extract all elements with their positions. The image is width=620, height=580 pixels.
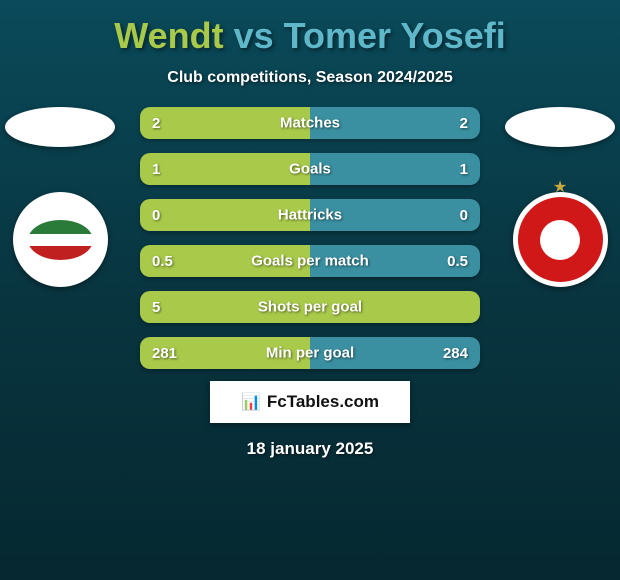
date-label: 18 january 2025	[247, 439, 374, 459]
stat-right-value: 284	[443, 345, 468, 362]
page-title: Wendt vs Tomer Yosefi	[114, 15, 505, 57]
stat-left-value: 2	[152, 115, 160, 132]
title-player2: Tomer Yosefi	[284, 15, 506, 56]
stat-label: Matches	[280, 115, 340, 132]
stat-right-value: 1	[460, 161, 468, 178]
stat-right-value: 0	[460, 207, 468, 224]
stat-label: Goals per match	[251, 253, 369, 270]
stat-bar-left: 1	[140, 153, 310, 185]
star-icon: ★	[553, 177, 567, 197]
stat-bar-right: 1	[310, 153, 480, 185]
stat-label: Shots per goal	[258, 299, 362, 316]
watermark: 📊 FcTables.com	[210, 381, 410, 423]
stat-left-value: 0.5	[152, 253, 173, 270]
stat-label: Goals	[289, 161, 331, 178]
stat-left-value: 5	[152, 299, 160, 316]
stat-bar: 1 1 Goals	[140, 153, 480, 185]
stat-bar: 0 0 Hattricks	[140, 199, 480, 231]
stat-left-value: 281	[152, 345, 177, 362]
title-player1: Wendt	[114, 15, 223, 56]
stat-bar: 0.5 0.5 Goals per match	[140, 245, 480, 277]
left-side	[0, 107, 120, 287]
stat-bar: 281 284 Min per goal	[140, 337, 480, 369]
title-vs: vs	[234, 15, 274, 56]
lechia-crest-icon	[28, 220, 93, 260]
stats-column: 2 2 Matches 1 1 Goals 0 0 Hattricks 0.5 0.5 Goals p…	[120, 107, 500, 369]
stat-bar: 2 2 Matches	[140, 107, 480, 139]
hapoel-crest-icon	[518, 197, 603, 282]
chart-icon: 📊	[241, 392, 261, 412]
watermark-text: FcTables.com	[267, 392, 379, 412]
stat-left-value: 0	[152, 207, 160, 224]
stat-label: Hattricks	[278, 207, 342, 224]
player2-club-badge: ★	[513, 192, 608, 287]
stat-label: Min per goal	[266, 345, 354, 362]
right-side: ★	[500, 107, 620, 287]
stat-right-value: 2	[460, 115, 468, 132]
player1-photo	[5, 107, 115, 147]
player1-club-badge	[13, 192, 108, 287]
stat-left-value: 1	[152, 161, 160, 178]
subtitle: Club competitions, Season 2024/2025	[167, 69, 452, 87]
stat-bar: 5 Shots per goal	[140, 291, 480, 323]
player2-photo	[505, 107, 615, 147]
stat-right-value: 0.5	[447, 253, 468, 270]
ball-icon	[540, 220, 580, 260]
comparison-card: Wendt vs Tomer Yosefi Club competitions,…	[0, 0, 620, 469]
main-layout: 2 2 Matches 1 1 Goals 0 0 Hattricks 0.5 0.5 Goals p…	[0, 107, 620, 369]
